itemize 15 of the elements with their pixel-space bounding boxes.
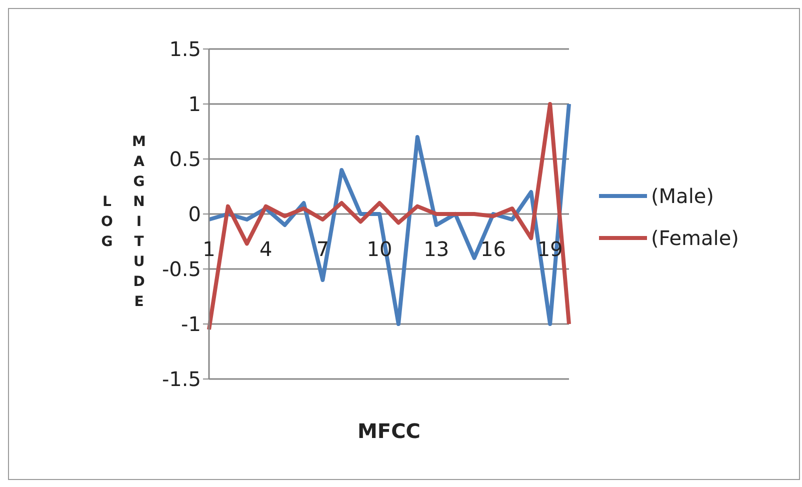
y-tick-label: -0.5 xyxy=(162,257,201,282)
x-tick-label: 16 xyxy=(480,237,506,261)
y-axis-title: LOG MAGNITUDE xyxy=(99,134,147,314)
x-axis-title: MFCC xyxy=(356,419,422,443)
y-tick-label: 1 xyxy=(188,92,201,116)
y-tick-label: 1.5 xyxy=(169,37,201,62)
y-tick-label: 0 xyxy=(188,202,201,226)
y-tick-label: -1 xyxy=(181,312,201,336)
legend-label: (Male) xyxy=(651,184,714,208)
x-tick-label: 1 xyxy=(202,237,216,261)
legend-label: (Female) xyxy=(651,226,739,250)
x-tick-label: 4 xyxy=(259,237,272,261)
y-tick-label: -1.5 xyxy=(162,367,201,392)
x-tick-label: 13 xyxy=(424,237,450,261)
y-tick-label: 0.5 xyxy=(169,147,201,172)
